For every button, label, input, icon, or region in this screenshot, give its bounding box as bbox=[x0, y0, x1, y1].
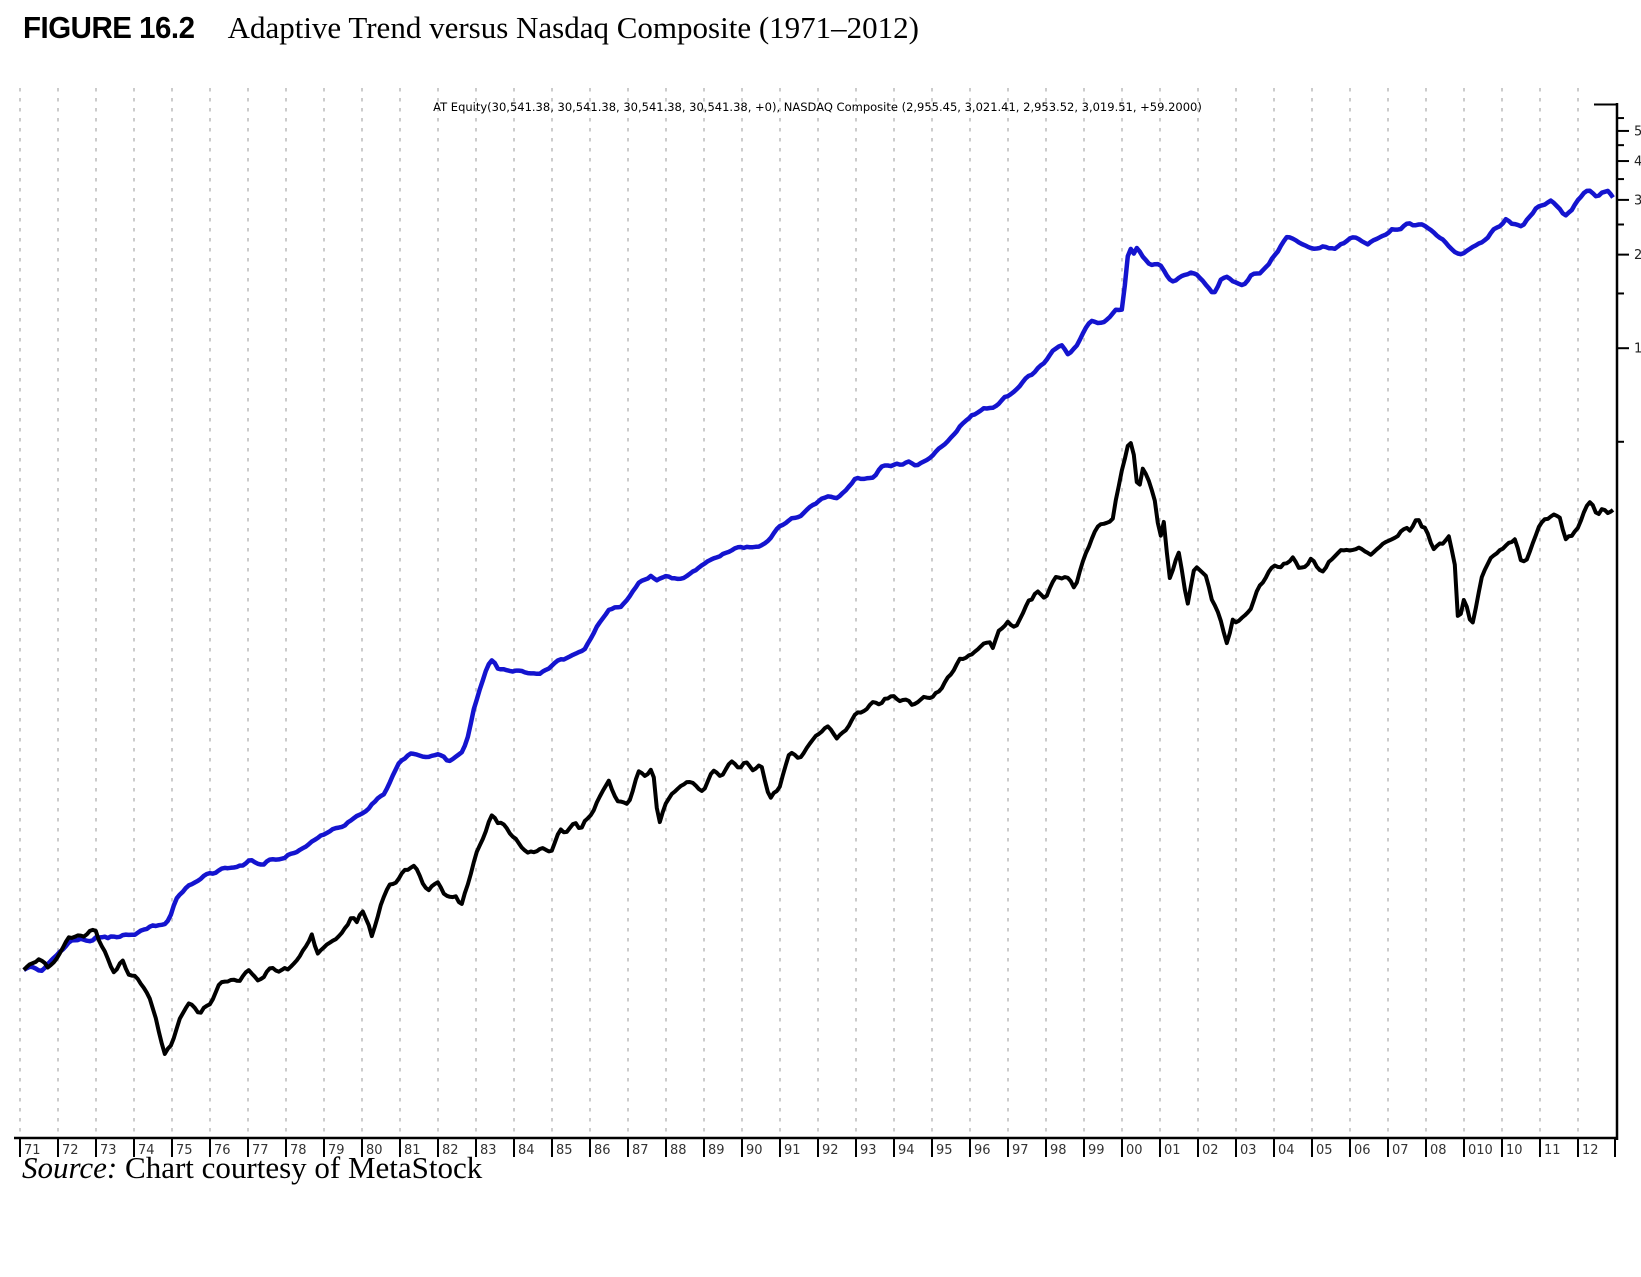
source-note: Source: Chart courtesy of MetaStock bbox=[22, 1150, 482, 1186]
x-axis-year-label: 010 bbox=[1468, 1143, 1493, 1158]
figure-title: Adaptive Trend versus Nasdaq Composite (… bbox=[227, 10, 919, 45]
figure-caption: FIGURE 16.2 Adaptive Trend versus Nasdaq … bbox=[23, 10, 1613, 46]
y-axis-label: 10 bbox=[1634, 342, 1641, 357]
x-axis-year-label: 12 bbox=[1582, 1143, 1599, 1158]
x-axis-year-label: 88 bbox=[670, 1143, 687, 1158]
y-axis-label: 30 bbox=[1634, 193, 1641, 208]
x-axis-year-label: 90 bbox=[746, 1143, 763, 1158]
x-axis-year-label: 03 bbox=[1240, 1143, 1257, 1158]
x-axis-year-label: 00 bbox=[1126, 1143, 1143, 1158]
x-axis: 71 72 73 74 75 76 77 78 79 80 81 82 83 84 85 86 87 88 89 90… bbox=[14, 1136, 1617, 1158]
figure-number-label: FIGURE 16.2 bbox=[23, 10, 195, 45]
y-axis-label: 50 bbox=[1634, 124, 1641, 139]
x-axis-year-label: 79 bbox=[328, 1143, 345, 1158]
y-axis: 50 40 30 20 10 bbox=[1594, 103, 1641, 1140]
x-axis-year-label: 95 bbox=[936, 1143, 953, 1158]
year-gridlines bbox=[19, 88, 1579, 1136]
x-axis-year-label: 91 bbox=[784, 1143, 801, 1158]
source-text: Chart courtesy of MetaStock bbox=[117, 1150, 483, 1185]
x-axis-year-label: 89 bbox=[708, 1143, 725, 1158]
x-axis-year-label: 05 bbox=[1316, 1143, 1333, 1158]
x-axis-year-label: 94 bbox=[898, 1143, 915, 1158]
x-axis-year-label: 72 bbox=[62, 1143, 79, 1158]
x-axis-year-label: 76 bbox=[214, 1143, 231, 1158]
x-axis-year-label: 80 bbox=[366, 1143, 383, 1158]
x-axis-year-label: 97 bbox=[1012, 1143, 1029, 1158]
x-axis-year-label: 93 bbox=[860, 1143, 877, 1158]
chart-header-text: AT Equity(30,541.38, 30,541.38, 30,541.3… bbox=[433, 100, 1202, 114]
x-axis-year-label: 85 bbox=[556, 1143, 573, 1158]
y-axis-label: 40 bbox=[1634, 155, 1641, 170]
x-axis-year-label: 82 bbox=[442, 1143, 459, 1158]
x-axis-year-label: 11 bbox=[1544, 1143, 1561, 1158]
x-axis-year-label: 81 bbox=[404, 1143, 421, 1158]
x-axis-year-label: 04 bbox=[1278, 1143, 1295, 1158]
x-axis-year-label: 96 bbox=[974, 1143, 991, 1158]
x-axis-year-label: 99 bbox=[1088, 1143, 1105, 1158]
x-axis-year-label: 98 bbox=[1050, 1143, 1067, 1158]
x-axis-year-label: 01 bbox=[1164, 1143, 1181, 1158]
x-axis-year-label: 77 bbox=[252, 1143, 269, 1158]
x-axis-year-label: 06 bbox=[1354, 1143, 1371, 1158]
x-axis-year-label: 83 bbox=[480, 1143, 497, 1158]
x-axis-year-label: 71 bbox=[24, 1143, 41, 1158]
x-axis-year-label: 84 bbox=[518, 1143, 535, 1158]
x-axis-year-label: 73 bbox=[100, 1143, 117, 1158]
x-axis-year-label: 10 bbox=[1506, 1143, 1523, 1158]
x-axis-year-label: 02 bbox=[1202, 1143, 1219, 1158]
x-axis-year-label: 86 bbox=[594, 1143, 611, 1158]
series-at-equity bbox=[22, 188, 1615, 973]
x-axis-year-label: 92 bbox=[822, 1143, 839, 1158]
x-axis-year-label: 78 bbox=[290, 1143, 307, 1158]
source-prefix: Source: bbox=[22, 1150, 118, 1185]
x-axis-year-label: 87 bbox=[632, 1143, 649, 1158]
x-axis-year-label: 08 bbox=[1430, 1143, 1447, 1158]
x-axis-year-label: 75 bbox=[176, 1143, 193, 1158]
y-axis-label: 20 bbox=[1634, 248, 1641, 263]
x-axis-year-label: 74 bbox=[138, 1143, 155, 1158]
series-nasdaq-composite bbox=[22, 441, 1615, 1056]
x-axis-year-label: 07 bbox=[1392, 1143, 1409, 1158]
